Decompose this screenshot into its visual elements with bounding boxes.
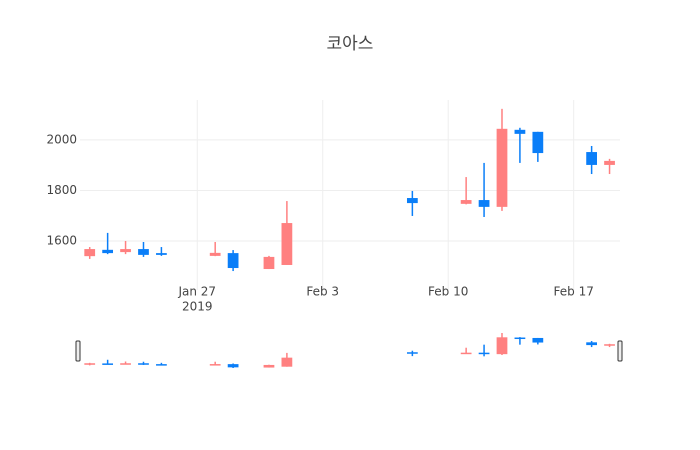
candle-body	[281, 357, 293, 367]
x-tick-label: Feb 10	[428, 285, 468, 299]
candle-body	[604, 344, 615, 346]
candle-body	[532, 337, 544, 343]
candle-body	[406, 352, 418, 354]
candle-body	[604, 160, 615, 165]
candle-body	[460, 352, 472, 355]
x-year-label: 2019	[182, 300, 213, 314]
candle-body	[209, 252, 221, 256]
y-tick-label: 1800	[46, 183, 77, 197]
candle-body	[460, 200, 472, 204]
candle-body	[84, 363, 96, 365]
candle-body	[84, 249, 96, 257]
candle-body	[586, 152, 597, 165]
y-tick-label: 1600	[46, 233, 77, 247]
candle-body	[102, 249, 114, 254]
candle-body	[102, 363, 114, 365]
candle-body	[209, 364, 221, 366]
slider-handle[interactable]	[617, 340, 623, 362]
candle-body	[227, 364, 239, 368]
candle-body	[406, 198, 418, 204]
candle-body	[478, 352, 490, 355]
y-tick-label: 2000	[46, 132, 77, 146]
candle-body	[120, 249, 131, 253]
candle-body	[478, 200, 490, 207]
candle-body	[156, 364, 167, 366]
candle-body	[532, 131, 544, 154]
candle-body	[586, 342, 597, 346]
candle-body	[496, 128, 508, 207]
candle-body	[281, 223, 293, 265]
x-tick-label: Feb 17	[554, 285, 594, 299]
chart-title: 코아스	[327, 34, 374, 54]
candle-body	[514, 129, 526, 134]
candle-body	[138, 249, 149, 255]
candle-body	[156, 253, 167, 255]
slider-handle[interactable]	[75, 340, 81, 362]
candle-body	[138, 363, 149, 365]
candle-body	[263, 364, 275, 368]
candle-body	[263, 256, 275, 270]
candle-body	[514, 337, 526, 340]
candle-body	[496, 337, 508, 355]
x-tick-label: Jan 27	[177, 285, 216, 299]
candle-body	[227, 253, 239, 269]
candle-body	[120, 363, 131, 365]
x-tick-label: Feb 3	[306, 285, 339, 299]
